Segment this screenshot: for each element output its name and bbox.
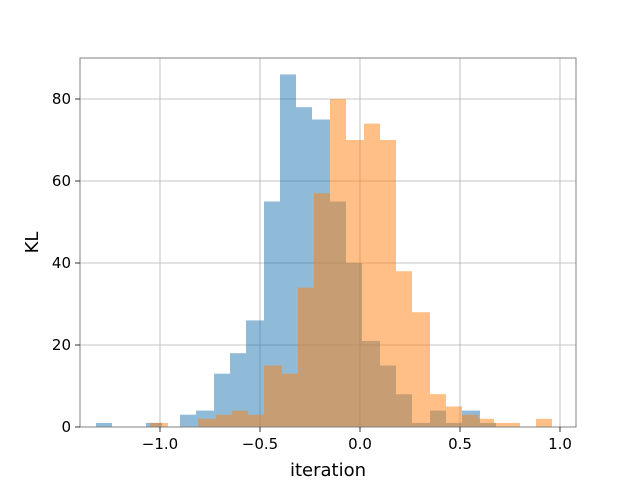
- x-axis-label: iteration: [290, 460, 366, 480]
- histogram-bar-series-2: [536, 418, 552, 427]
- x-tick-label: 0.0: [348, 435, 372, 453]
- x-tick-label: −1.0: [142, 435, 178, 453]
- ticks-layer: −1.0 −0.5 0.0 0.5 1.0 0 20 40 60 80: [52, 90, 572, 453]
- histogram-bar-series-2: [446, 406, 462, 427]
- histogram-bar-series-2: [216, 414, 232, 427]
- y-tick-label: 0: [61, 418, 71, 436]
- x-tick-label: 1.0: [548, 435, 572, 453]
- bars-layer: [96, 74, 552, 428]
- histogram-bar-series-2: [412, 312, 430, 427]
- histogram-bar-series-1: [280, 74, 296, 428]
- histogram-bar-series-2: [478, 418, 494, 427]
- histogram-bar-series-1: [96, 422, 112, 427]
- x-tick-label: 0.5: [448, 435, 472, 453]
- y-tick-label: 40: [52, 254, 71, 272]
- histogram-bar-series-2: [232, 410, 248, 427]
- y-axis-label: KL: [22, 232, 43, 254]
- histogram-bar-series-2: [430, 394, 446, 427]
- histogram-bar-series-1: [214, 373, 230, 427]
- histogram-bar-series-1: [246, 320, 264, 427]
- histogram-bar-series-2: [380, 140, 396, 427]
- histogram-bar-series-2: [314, 193, 330, 427]
- histogram-bar-series-2: [248, 414, 264, 427]
- histogram-bar-series-2: [364, 123, 380, 427]
- histogram-bar-series-2: [512, 422, 520, 427]
- y-tick-label: 60: [52, 172, 71, 190]
- y-tick-label: 20: [52, 336, 71, 354]
- histogram-bar-series-2: [282, 373, 298, 427]
- histogram-bar-series-2: [198, 418, 216, 427]
- histogram-bar-series-2: [264, 365, 282, 427]
- histogram-bar-series-2: [462, 414, 478, 427]
- y-tick-label: 80: [52, 90, 71, 108]
- histogram-bar-series-2: [330, 99, 346, 427]
- histogram-bar-series-2: [150, 422, 168, 427]
- histogram-bar-series-1: [180, 414, 196, 427]
- histogram-bar-series-1: [230, 353, 246, 427]
- x-tick-label: −0.5: [242, 435, 278, 453]
- plot-frame: [79, 57, 577, 428]
- histogram-bar-series-2: [298, 287, 314, 427]
- histogram-bar-series-2: [346, 140, 364, 427]
- histogram-bar-series-2: [494, 422, 512, 427]
- histogram-bar-series-2: [396, 271, 412, 427]
